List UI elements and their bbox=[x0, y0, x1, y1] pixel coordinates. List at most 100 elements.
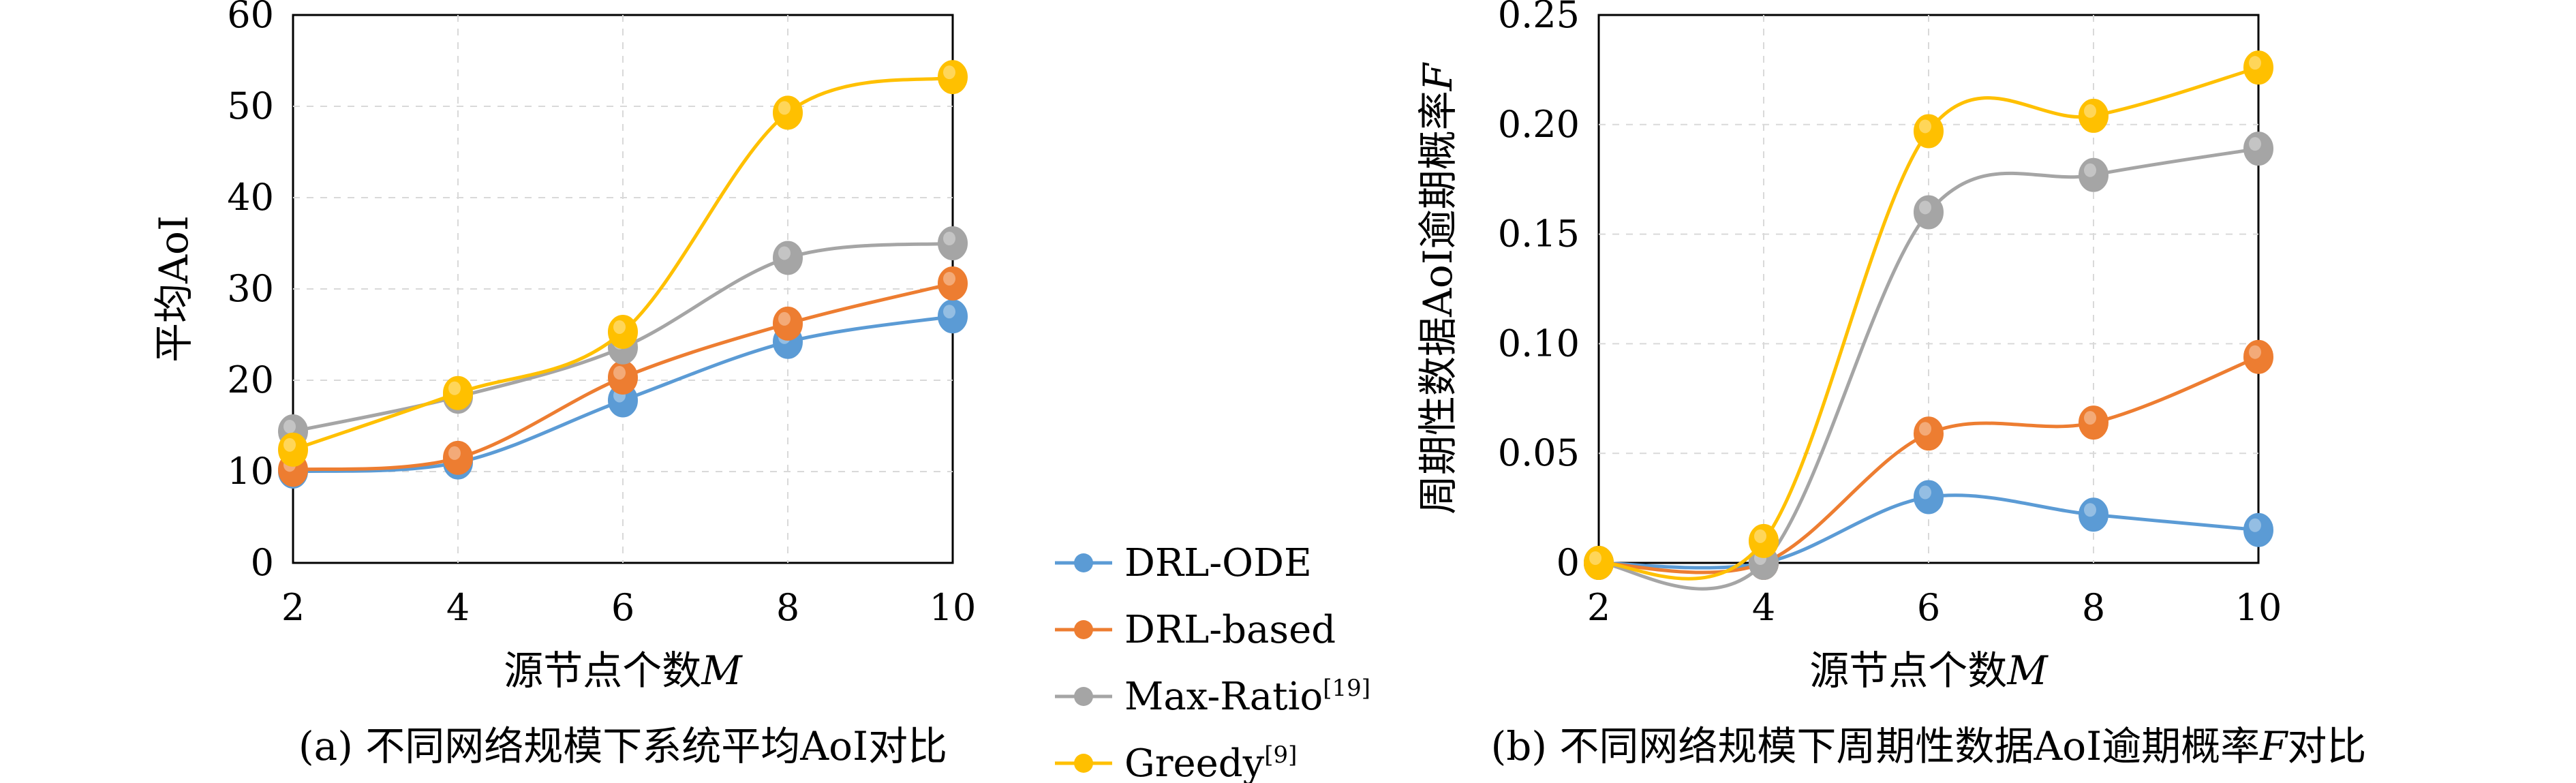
chart-b-x-tick-label: 6 bbox=[1917, 586, 1940, 629]
chart-a-point-highlight bbox=[943, 271, 955, 286]
chart-a-point-highlight bbox=[448, 446, 461, 460]
chart-b-point-drl-ode bbox=[2243, 512, 2273, 547]
legend-item-drl-based: DRL-based bbox=[1055, 608, 1336, 652]
chart-b-point-highlight bbox=[1919, 485, 1931, 500]
chart-b: 0 0.05 0.10 0.15 0.20 0.25 2 4 6 8 10 周期性数据AoI逾期概… bbox=[1415, 0, 2366, 769]
chart-a: 0 10 20 30 40 50 60 2 4 6 8 10 平均AoI 源节点个数M (a) 不同… bbox=[151, 0, 976, 769]
chart-b-point-highlight bbox=[2084, 104, 2096, 118]
chart-a-point-highlight bbox=[943, 232, 955, 245]
chart-a-x-tick-label: 10 bbox=[930, 586, 977, 629]
chart-a-point-drl-based bbox=[938, 266, 968, 301]
chart-b-point-drl-based bbox=[2243, 339, 2273, 374]
legend-marker-drl-based bbox=[1074, 620, 1093, 639]
chart-a-x-axis-title: 源节点个数M bbox=[504, 647, 743, 694]
chart-a-point-highlight bbox=[613, 320, 626, 334]
chart-b-point-highlight bbox=[1754, 529, 1766, 543]
chart-a-point-max-ratio bbox=[773, 241, 803, 275]
chart-a-series bbox=[278, 60, 968, 489]
chart-b-point-greedy bbox=[2243, 50, 2273, 85]
chart-b-x-tick-label: 10 bbox=[2235, 586, 2282, 629]
legend-label-greedy: Greedy[9] bbox=[1124, 741, 1297, 783]
chart-b-point-highlight bbox=[1919, 422, 1931, 436]
chart-b-series bbox=[1584, 50, 2273, 591]
chart-a-point-highlight bbox=[943, 65, 955, 80]
chart-b-y-tick-label: 0.10 bbox=[1498, 322, 1580, 365]
chart-b-point-highlight bbox=[2249, 137, 2261, 151]
chart-b-point-greedy bbox=[2079, 98, 2109, 133]
chart-a-x-tick-label: 8 bbox=[776, 586, 799, 629]
chart-a-x-tick-label: 2 bbox=[281, 586, 305, 629]
chart-b-y-axis-title: 周期性数据AoI逾期概率F bbox=[1415, 62, 1461, 515]
chart-a-caption: (a) 不同网络规模下系统平均AoI对比 bbox=[298, 723, 947, 769]
chart-b-y-tick-label: 0.20 bbox=[1498, 103, 1580, 146]
chart-a-grid bbox=[293, 15, 953, 563]
chart-a-point-greedy bbox=[938, 60, 968, 95]
chart-b-point-max-ratio bbox=[2243, 132, 2273, 166]
chart-b-caption: (b) 不同网络规模下周期性数据AoI逾期概率F对比 bbox=[1491, 723, 2367, 769]
legend-marker-greedy bbox=[1074, 754, 1093, 773]
chart-b-point-highlight bbox=[2084, 411, 2096, 425]
chart-b-point-greedy bbox=[1914, 114, 1944, 149]
chart-a-y-tick-label: 10 bbox=[227, 450, 274, 493]
chart-a-y-tick-label: 30 bbox=[227, 267, 274, 310]
chart-b-point-highlight bbox=[1919, 200, 1931, 215]
chart-a-point-drl-based bbox=[773, 306, 803, 341]
chart-b-point-greedy bbox=[1749, 523, 1779, 558]
legend: DRL-ODE DRL-based Max-Ratio[19] Greedy[9] bbox=[1055, 541, 1370, 783]
chart-a-x-tick-label: 6 bbox=[611, 586, 634, 629]
legend-label-max-ratio: Max-Ratio[19] bbox=[1124, 675, 1370, 719]
chart-b-point-highlight bbox=[1919, 119, 1931, 134]
chart-a-point-greedy bbox=[278, 432, 308, 467]
chart-b-y-tick-label: 0.25 bbox=[1498, 0, 1580, 36]
chart-b-point-drl-ode bbox=[2079, 497, 2109, 532]
chart-a-y-ticks: 0 10 20 30 40 50 60 bbox=[227, 0, 274, 584]
chart-a-point-drl-based bbox=[443, 440, 473, 475]
chart-b-point-drl-based bbox=[2079, 405, 2109, 440]
chart-a-point-highlight bbox=[778, 246, 791, 260]
chart-b-y-tick-label: 0.05 bbox=[1498, 431, 1580, 474]
chart-b-point-max-ratio bbox=[1914, 195, 1944, 230]
legend-marker-drl-ode bbox=[1074, 553, 1093, 572]
chart-a-point-greedy bbox=[608, 314, 638, 349]
chart-a-y-tick-label: 20 bbox=[227, 358, 274, 401]
chart-b-y-tick-label: 0.15 bbox=[1498, 213, 1580, 256]
chart-b-point-greedy bbox=[1584, 546, 1614, 580]
chart-a-series-line-greedy bbox=[292, 75, 953, 452]
chart-a-point-highlight bbox=[283, 420, 296, 434]
chart-a-y-tick-label: 50 bbox=[227, 85, 274, 127]
legend-label-drl-ode: DRL-ODE bbox=[1124, 541, 1312, 585]
chart-a-point-greedy bbox=[443, 375, 473, 410]
chart-b-point-highlight bbox=[2084, 163, 2096, 177]
chart-a-y-axis-title: 平均AoI bbox=[151, 215, 197, 363]
chart-a-point-highlight bbox=[613, 365, 626, 380]
chart-b-x-axis-title: 源节点个数M bbox=[1809, 647, 2049, 694]
chart-b-point-highlight bbox=[2249, 56, 2261, 70]
legend-item-max-ratio: Max-Ratio[19] bbox=[1055, 675, 1370, 719]
chart-b-point-drl-based bbox=[1914, 416, 1944, 451]
chart-b-series-line-max-ratio bbox=[1598, 147, 2259, 591]
chart-b-y-tick-label: 0 bbox=[1557, 541, 1580, 584]
chart-b-point-highlight bbox=[2249, 518, 2261, 532]
chart-a-point-highlight bbox=[943, 305, 955, 319]
legend-label-drl-based: DRL-based bbox=[1124, 608, 1336, 652]
chart-b-series-line-greedy bbox=[1598, 65, 2259, 581]
chart-b-point-highlight bbox=[2084, 503, 2096, 517]
legend-item-greedy: Greedy[9] bbox=[1055, 741, 1297, 783]
chart-a-y-tick-label: 0 bbox=[251, 541, 274, 584]
legend-item-drl-ode: DRL-ODE bbox=[1055, 541, 1312, 585]
chart-b-x-tick-label: 4 bbox=[1752, 586, 1775, 629]
chart-b-y-ticks: 0 0.05 0.10 0.15 0.20 0.25 bbox=[1498, 0, 1580, 584]
chart-a-y-tick-label: 60 bbox=[227, 0, 274, 36]
chart-a-point-greedy bbox=[773, 95, 803, 130]
chart-b-x-tick-label: 2 bbox=[1587, 586, 1610, 629]
chart-b-point-max-ratio bbox=[2079, 157, 2109, 192]
chart-a-y-tick-label: 40 bbox=[227, 176, 274, 219]
chart-b-point-drl-ode bbox=[1914, 480, 1944, 515]
legend-marker-max-ratio bbox=[1074, 687, 1093, 706]
chart-a-point-highlight bbox=[448, 381, 461, 395]
chart-a-point-max-ratio bbox=[938, 226, 968, 260]
chart-b-x-tick-label: 8 bbox=[2082, 586, 2105, 629]
chart-a-x-ticks: 2 4 6 8 10 bbox=[281, 586, 977, 629]
chart-a-point-highlight bbox=[283, 437, 296, 452]
